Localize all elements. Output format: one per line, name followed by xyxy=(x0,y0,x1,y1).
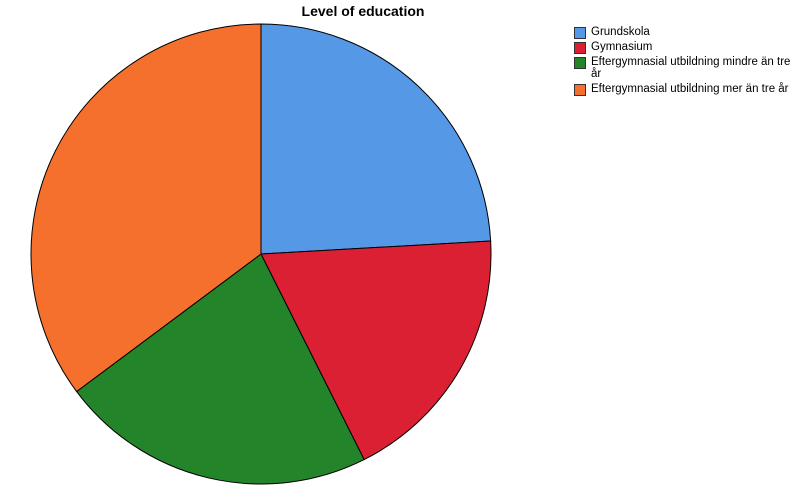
legend-item-2: Gymnasium xyxy=(574,41,791,54)
legend-swatch xyxy=(574,27,586,39)
pie-slice-1 xyxy=(260,23,492,255)
legend-label: Eftergymnasial utbildning mindre än tre … xyxy=(591,56,791,80)
legend-item-3: Eftergymnasial utbildning mindre än tre … xyxy=(574,56,791,80)
pie-slice-3 xyxy=(75,253,365,485)
pie-slice-2 xyxy=(260,240,492,461)
legend-label: Grundskola xyxy=(591,26,650,38)
legend-item-1: Grundskola xyxy=(574,26,791,39)
chart-title: Level of education xyxy=(301,3,425,19)
legend-item-4: Eftergymnasial utbildning mer än tre år xyxy=(574,83,791,96)
legend-swatch xyxy=(574,84,586,96)
legend-swatch xyxy=(574,57,586,69)
legend: Grundskola Gymnasium Eftergymnasial utbild… xyxy=(574,26,794,98)
legend-label: Eftergymnasial utbildning mer än tre år xyxy=(591,83,789,95)
legend-label: Gymnasium xyxy=(591,41,653,53)
pie-slice-4 xyxy=(30,23,262,393)
legend-swatch xyxy=(574,42,586,54)
